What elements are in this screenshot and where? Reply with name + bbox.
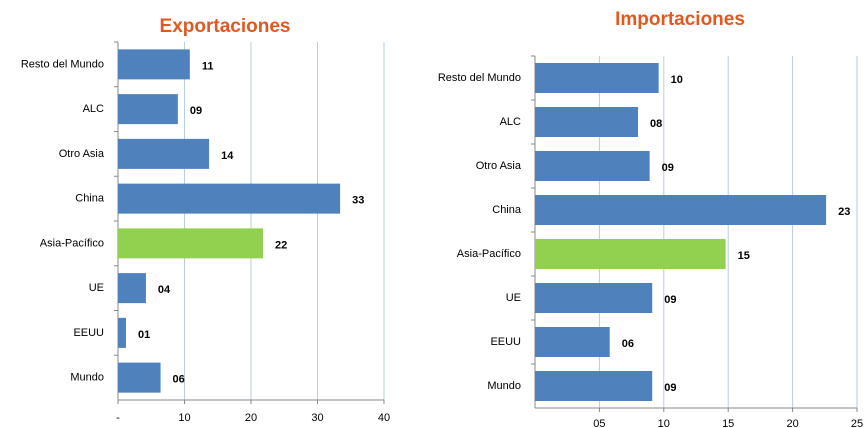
x-tick-label: 30 <box>311 412 323 424</box>
x-tick-label: - <box>116 412 120 424</box>
x-tick-label: 10 <box>178 412 190 424</box>
bar <box>118 273 146 304</box>
bar <box>118 183 341 214</box>
chart-title: Exportaciones <box>160 16 291 37</box>
y-tick-label: ALC <box>83 103 104 115</box>
y-tick-label: Asia-Pacífico <box>40 237 104 249</box>
y-tick-label: China <box>75 193 105 205</box>
bar <box>118 317 126 348</box>
y-tick-label: Otro Asia <box>476 160 522 172</box>
value-label: 04 <box>158 284 171 296</box>
y-tick-label: Asia-Pacífico <box>457 248 521 260</box>
bar <box>118 362 161 393</box>
x-tick-label: 05 <box>593 418 605 428</box>
x-tick-label: 20 <box>245 412 257 424</box>
bar <box>535 371 653 401</box>
x-tick-label: 40 <box>378 412 390 424</box>
bar <box>118 94 178 125</box>
value-label: 33 <box>352 195 364 207</box>
bar <box>535 239 726 269</box>
value-label: 08 <box>650 118 662 130</box>
value-label: 09 <box>664 294 676 306</box>
bar <box>535 151 650 181</box>
value-label: 09 <box>190 105 202 117</box>
y-tick-label: EEUU <box>73 327 104 339</box>
value-label: 09 <box>662 162 674 174</box>
value-label: 22 <box>275 239 287 251</box>
y-tick-label: ALC <box>500 116 521 128</box>
bar <box>118 138 210 169</box>
y-tick-label: UE <box>89 282 104 294</box>
value-label: 06 <box>622 338 634 350</box>
bar <box>118 228 263 259</box>
value-label: 23 <box>838 206 850 218</box>
y-tick-label: Otro Asia <box>59 148 105 160</box>
y-tick-label: China <box>492 204 522 216</box>
x-tick-label: 10 <box>658 418 670 428</box>
value-label: 10 <box>671 74 683 86</box>
x-tick-label: 25 <box>851 418 863 428</box>
bar <box>535 327 610 357</box>
y-tick-label: UE <box>506 292 521 304</box>
y-tick-label: Mundo <box>487 380 521 392</box>
bar <box>118 49 190 80</box>
y-tick-label: EEUU <box>490 336 521 348</box>
bar <box>535 63 659 93</box>
chart-title: Importaciones <box>615 9 745 30</box>
value-label: 14 <box>221 150 234 162</box>
x-tick-label: 15 <box>722 418 734 428</box>
value-label: 09 <box>664 382 676 394</box>
bar <box>535 283 653 313</box>
y-tick-label: Mundo <box>70 372 104 384</box>
x-tick-label: 20 <box>786 418 798 428</box>
y-tick-label: Resto del Mundo <box>438 72 521 84</box>
value-label: 15 <box>738 250 750 262</box>
y-tick-label: Resto del Mundo <box>21 58 104 70</box>
value-label: 01 <box>138 329 150 341</box>
value-label: 11 <box>202 60 214 72</box>
bar <box>535 107 639 137</box>
value-label: 06 <box>173 374 185 386</box>
bar <box>535 195 827 225</box>
